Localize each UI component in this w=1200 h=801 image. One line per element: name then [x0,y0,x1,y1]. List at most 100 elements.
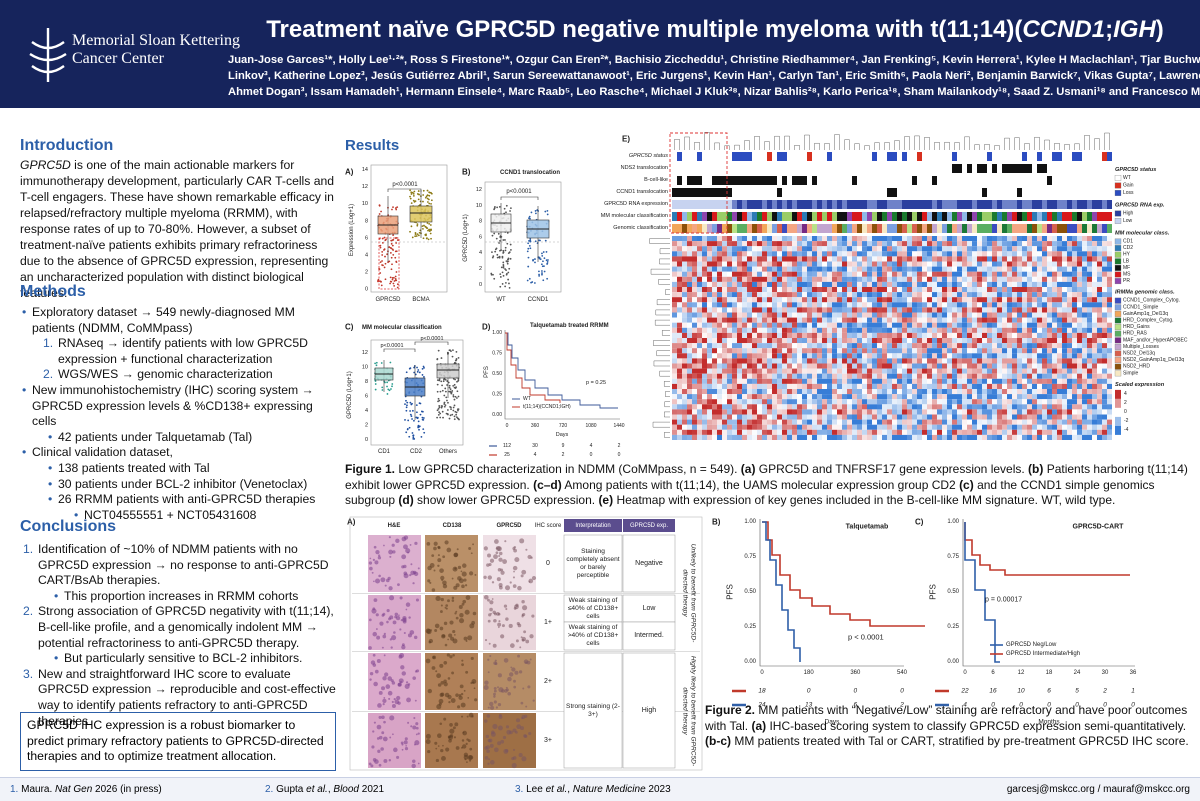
annotation-cell [1017,212,1022,221]
annotation-cell [807,200,812,209]
heatmap-cell [717,363,722,369]
heatmap-cell [787,246,792,252]
heatmap-cell [972,368,977,374]
heatmap-cell [857,312,862,318]
heatmap-cell [1072,368,1077,374]
heatmap-cell [897,236,902,242]
heatmap-cell [977,434,982,440]
heatmap-cell [927,343,932,349]
heatmap-cell [907,307,912,313]
heatmap-cell [797,343,802,349]
heatmap-cell [877,404,882,410]
heatmap-cell [837,414,842,420]
heatmap-cell [707,383,712,389]
heatmap-cell [922,332,927,338]
heatmap-cell [957,389,962,395]
heatmap-cell [842,246,847,252]
heatmap-cell [892,236,897,242]
heatmap-cell [742,363,747,369]
heatmap-cell [807,404,812,410]
heatmap-cell [882,348,887,354]
heatmap-cell [922,434,927,440]
heatmap-cell [737,394,742,400]
point [413,190,416,193]
annotation-cell [837,224,842,233]
heatmap-cell [867,353,872,359]
annotation-cell [1062,176,1067,185]
heatmap-cell [777,327,782,333]
heatmap-cell [1097,353,1102,359]
heatmap-cell [712,368,717,374]
heatmap-cell [1007,297,1012,303]
heatmap-cell [1052,414,1057,420]
heatmap-cell [932,271,937,277]
heatmap-cell [727,424,732,430]
heatmap-cell [822,389,827,395]
annotation-cell [867,188,872,197]
heatmap-cell [992,251,997,257]
heatmap-cell [987,307,992,313]
heatmap-cell [762,241,767,247]
heatmap-cell [762,429,767,435]
heatmap-cell [1077,276,1082,282]
heatmap-cell [987,378,992,384]
heatmap-cell [882,414,887,420]
heatmap-cell [962,312,967,318]
heatmap-cell [1022,297,1027,303]
heatmap-cell [982,338,987,344]
heatmap-cell [1037,389,1042,395]
heatmap-cell [792,429,797,435]
heatmap-cell [1002,373,1007,379]
heatmap-cell [777,271,782,277]
heatmap-cell [737,261,742,267]
annotation-cell [992,164,997,173]
heatmap-cell [972,327,977,333]
annotation-cell [1007,224,1012,233]
heatmap-cell [762,394,767,400]
heatmap-cell [997,363,1002,369]
heatmap-cell [1027,378,1032,384]
heatmap-cell [897,307,902,313]
point [413,419,415,422]
heatmap-cell [1077,348,1082,354]
heatmap-cell [932,251,937,257]
heatmap-cell [817,312,822,318]
heatmap-cell [707,266,712,272]
heatmap-cell [787,373,792,379]
heatmap-cell [812,251,817,257]
heatmap-cell [942,348,947,354]
heatmap-cell [1032,312,1037,318]
heatmap-cell [672,276,677,282]
heatmap-cell [897,353,902,359]
annotation-cell [822,164,827,173]
annotation-cell [1097,188,1102,197]
heatmap-cell [772,271,777,277]
annotation-cell [987,152,992,161]
heatmap-cell [747,256,752,262]
heatmap-cell [1037,394,1042,400]
heatmap-cell [1037,246,1042,252]
heatmap-cell [902,353,907,359]
heatmap-cell [782,251,787,257]
heatmap-cell [722,271,727,277]
annotation-cell [1057,164,1062,173]
heatmap-cell [997,353,1002,359]
heatmap-cell [872,292,877,298]
heatmap-cell [852,353,857,359]
heatmap-cell [1042,404,1047,410]
heatmap-cell [852,378,857,384]
label: A) [345,168,354,177]
heatmap-cell [907,358,912,364]
label: 0 [506,423,509,429]
heatmap-cell [767,236,772,242]
heatmap-cell [817,338,822,344]
heatmap-cell [792,281,797,287]
heatmap-cell [727,414,732,420]
annotation-cell [812,164,817,173]
heatmap-cell [877,358,882,364]
annotation-cell [692,152,697,161]
heatmap-cell [1047,251,1052,257]
heatmap-cell [887,363,892,369]
heatmap-cell [942,399,947,405]
heatmap-cell [942,307,947,313]
